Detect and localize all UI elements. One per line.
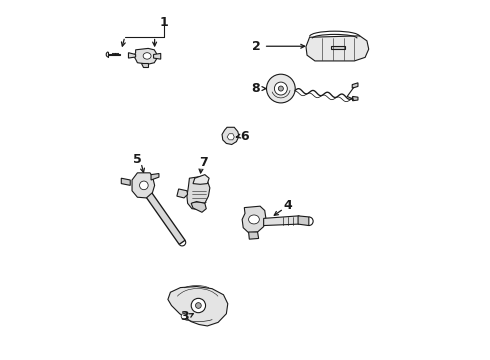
Polygon shape	[114, 53, 116, 54]
Circle shape	[278, 86, 283, 91]
Polygon shape	[264, 216, 302, 226]
Polygon shape	[151, 174, 159, 180]
Polygon shape	[352, 83, 358, 88]
Text: 6: 6	[241, 130, 249, 143]
Polygon shape	[298, 216, 309, 226]
Polygon shape	[112, 53, 113, 54]
Polygon shape	[153, 53, 161, 59]
Polygon shape	[306, 36, 368, 61]
Circle shape	[191, 298, 205, 313]
Polygon shape	[191, 202, 206, 212]
Polygon shape	[242, 206, 266, 233]
Ellipse shape	[143, 53, 151, 59]
Circle shape	[267, 74, 295, 103]
Polygon shape	[122, 178, 130, 185]
Polygon shape	[353, 96, 358, 101]
Polygon shape	[177, 189, 188, 198]
Text: 4: 4	[284, 199, 293, 212]
Polygon shape	[138, 181, 185, 244]
Polygon shape	[193, 175, 209, 184]
Text: 7: 7	[199, 156, 208, 169]
Ellipse shape	[248, 215, 259, 224]
Polygon shape	[222, 127, 239, 144]
Circle shape	[140, 181, 148, 190]
Circle shape	[181, 314, 187, 319]
Polygon shape	[168, 287, 228, 326]
Polygon shape	[132, 173, 155, 198]
Polygon shape	[331, 45, 345, 49]
Polygon shape	[227, 134, 234, 140]
Circle shape	[274, 82, 287, 95]
Circle shape	[196, 303, 201, 309]
Text: 5: 5	[133, 153, 142, 166]
Text: 8: 8	[251, 82, 260, 95]
Polygon shape	[248, 232, 259, 239]
Polygon shape	[134, 48, 156, 64]
Polygon shape	[117, 53, 118, 54]
Polygon shape	[187, 176, 210, 210]
Polygon shape	[128, 53, 136, 58]
Polygon shape	[141, 63, 148, 67]
Text: 1: 1	[160, 16, 169, 29]
Text: 2: 2	[252, 40, 261, 53]
Polygon shape	[108, 54, 120, 55]
Text: 3: 3	[180, 310, 188, 324]
